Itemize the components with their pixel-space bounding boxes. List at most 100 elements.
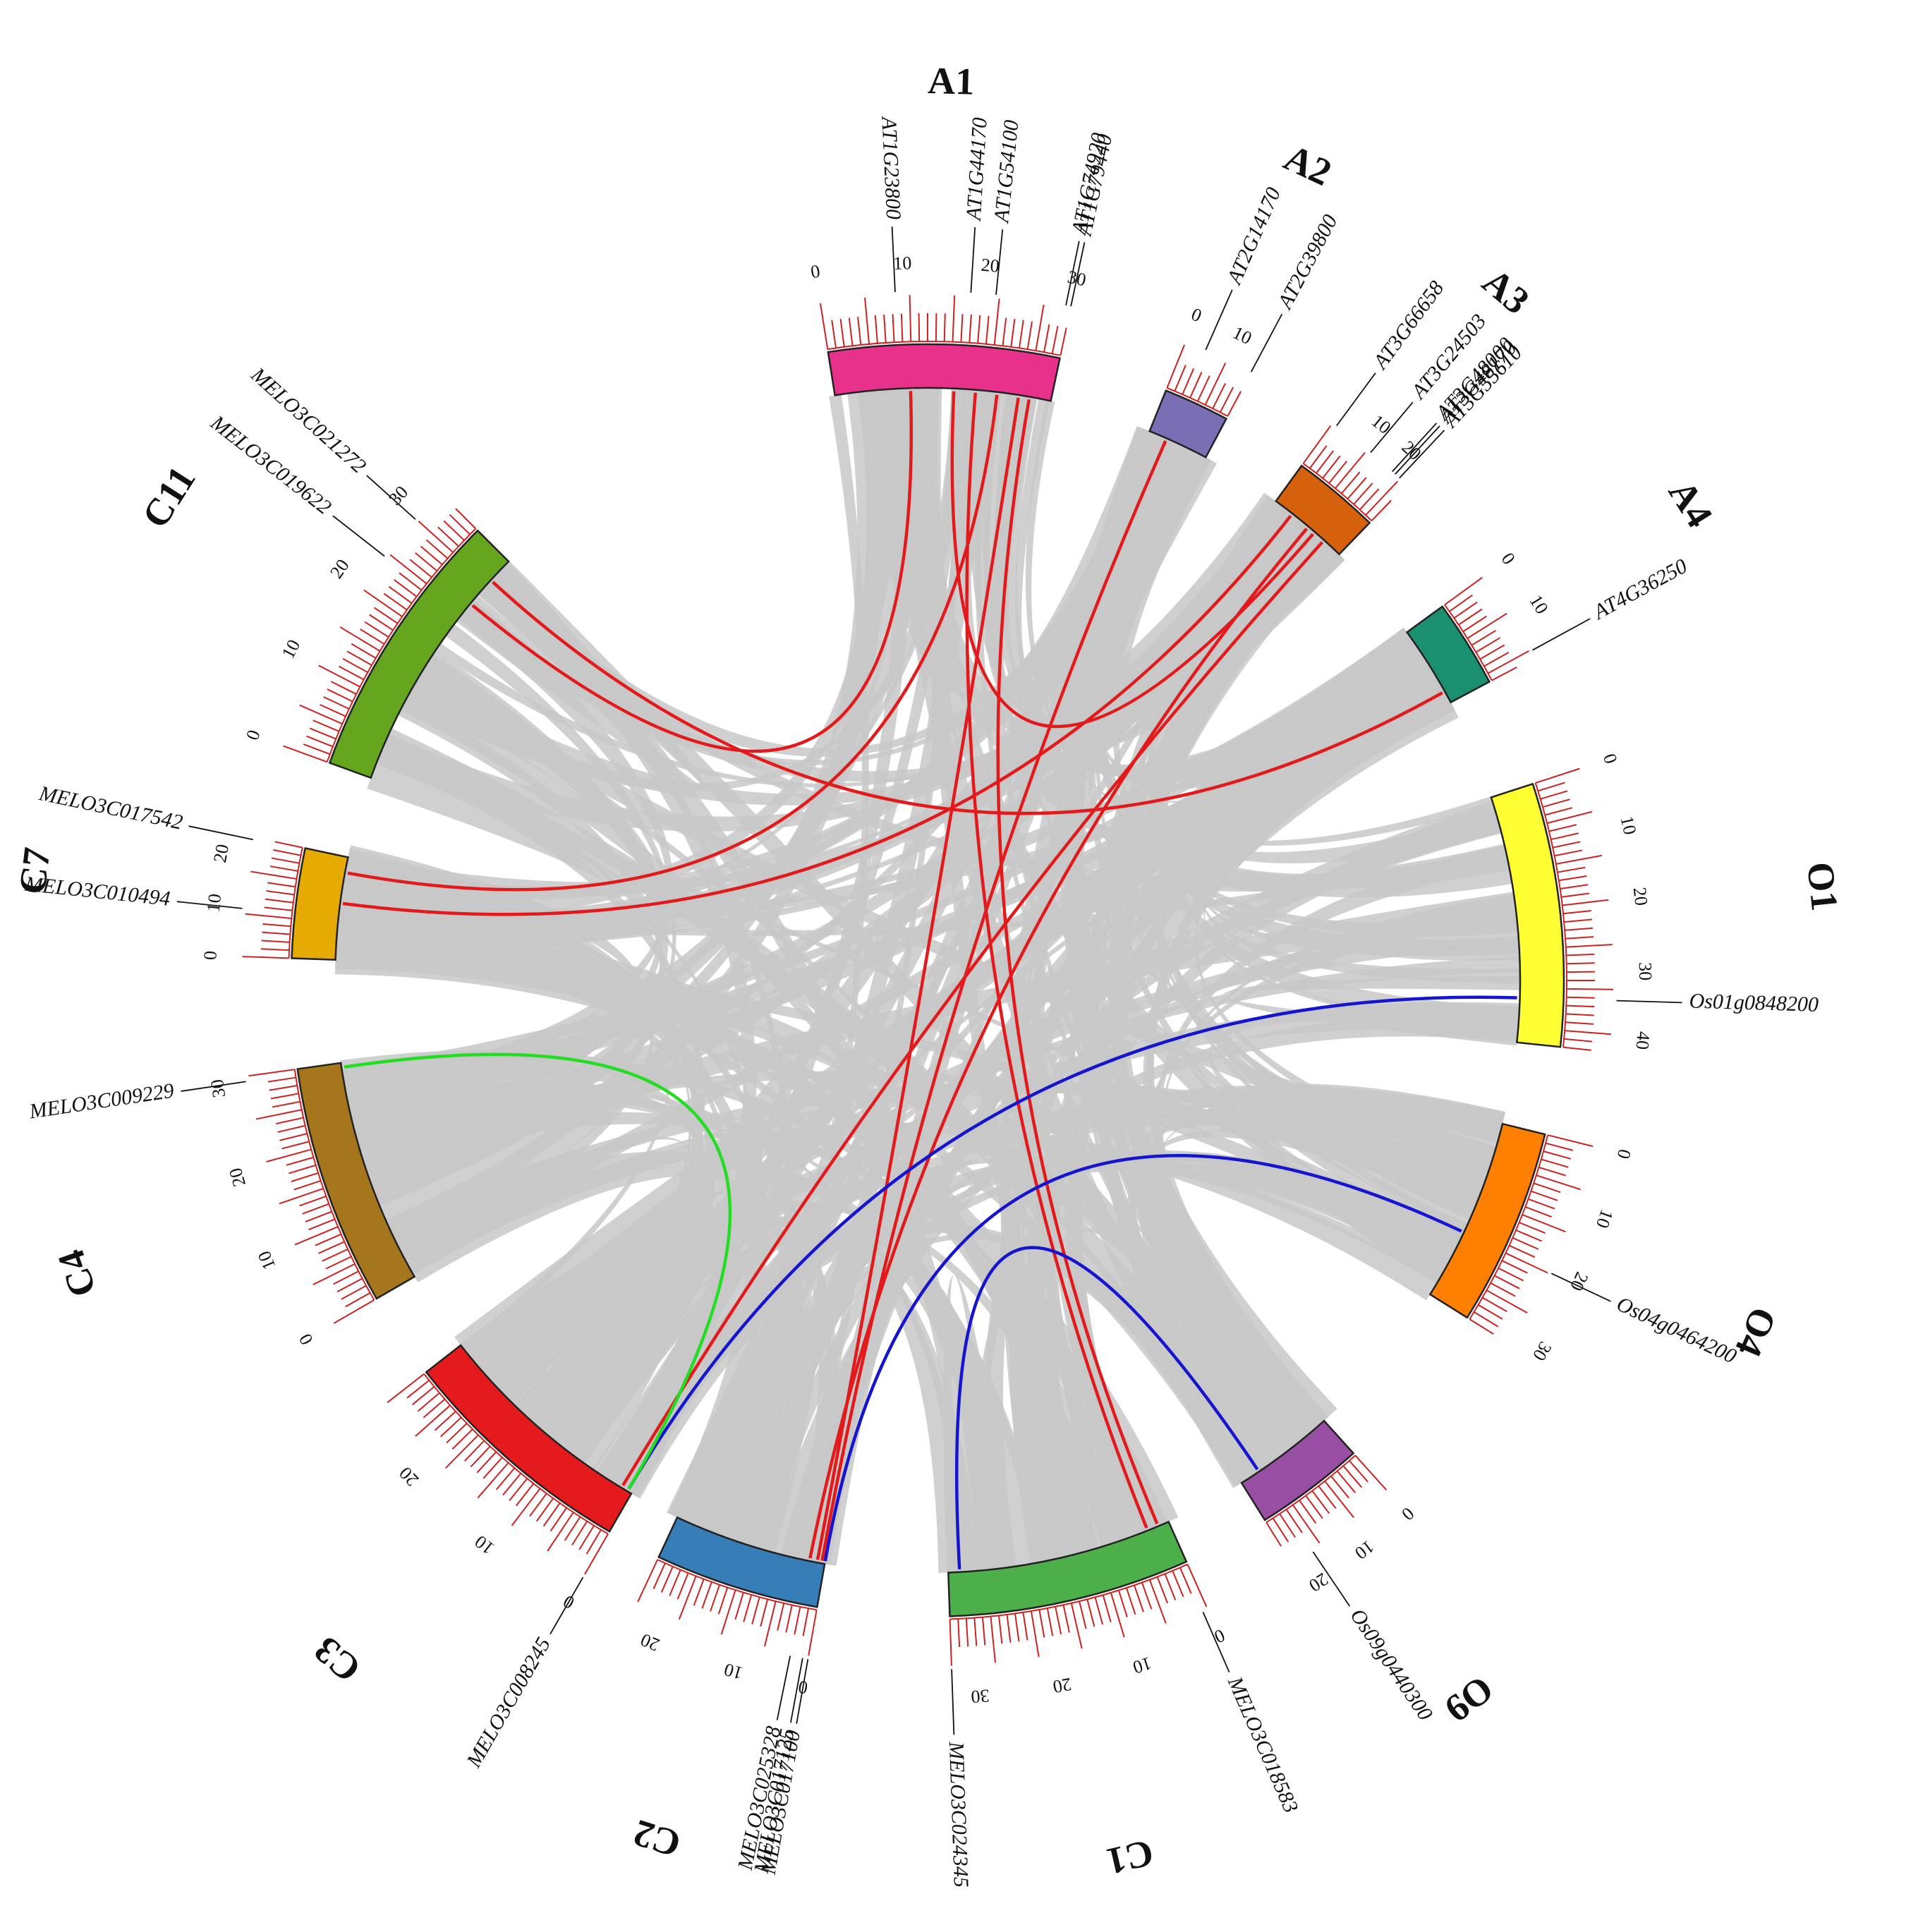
- tick-mark: [578, 1525, 595, 1550]
- tick-mark: [476, 1451, 497, 1474]
- tick-mark: [1305, 1495, 1323, 1519]
- tick-mark: [1204, 363, 1227, 406]
- tick-mark: [952, 295, 956, 342]
- tick-axis: [1469, 1134, 1549, 1320]
- tick-mark: [470, 1445, 491, 1468]
- tick-mark: [1491, 666, 1517, 681]
- tick-label: 20: [225, 1166, 250, 1189]
- tick-mark: [264, 906, 293, 911]
- tick-mark: [883, 314, 887, 344]
- tick-mark: [1542, 798, 1570, 808]
- tick-mark: [1566, 962, 1595, 965]
- tick-mark: [969, 314, 972, 344]
- gene-leader-line: [776, 1655, 791, 1720]
- tick-mark: [1531, 1190, 1558, 1201]
- tick-mark: [1512, 1237, 1539, 1250]
- tick-mark: [1566, 971, 1595, 973]
- tick-mark: [848, 317, 854, 346]
- synteny-ribbon: [738, 442, 1198, 1549]
- blue-link: [627, 995, 1517, 1490]
- gene-label: MELO3C018583: [1223, 1672, 1303, 1816]
- tick-mark: [369, 614, 394, 631]
- red-link: [471, 391, 913, 753]
- tick-mark: [1469, 1318, 1494, 1335]
- tick-mark: [1540, 790, 1568, 800]
- tick-mark: [1528, 1198, 1555, 1210]
- tick-mark: [1148, 1579, 1167, 1624]
- chromosome-label-c4: C4: [49, 1244, 104, 1302]
- tick-mark: [1565, 927, 1594, 931]
- chromosome-o1: [1490, 782, 1565, 1048]
- tick-mark: [299, 704, 343, 725]
- tick-mark: [299, 1195, 327, 1207]
- tick-mark: [420, 545, 443, 566]
- tick-mark: [1179, 1567, 1192, 1594]
- tick-mark: [1174, 365, 1186, 391]
- tick-mark: [330, 681, 357, 695]
- gene-leader-line: [790, 1658, 803, 1723]
- tick-mark: [1515, 1229, 1543, 1242]
- tick-axis: [293, 1069, 375, 1301]
- tick-mark: [444, 1434, 479, 1469]
- tick-mark: [564, 1516, 581, 1541]
- chromosome-a2: [1148, 389, 1228, 459]
- tick-mark: [1453, 601, 1478, 619]
- tick-label: 40: [1632, 1031, 1653, 1050]
- tick-mark: [1565, 944, 1613, 948]
- tick-mark: [1349, 1460, 1368, 1483]
- gene-leader-line: [1550, 1272, 1611, 1302]
- tick-label: 0: [1498, 549, 1519, 569]
- tick-mark: [652, 1562, 666, 1589]
- synteny-ribbon: [344, 534, 1333, 895]
- synteny-ribbon: [355, 654, 664, 1162]
- tick-mark: [1336, 1470, 1356, 1493]
- tick-mark: [1533, 1182, 1561, 1193]
- tick-mark: [1562, 899, 1609, 906]
- tick-mark: [1347, 477, 1367, 499]
- red-link: [808, 528, 1309, 1559]
- tick-mark: [584, 1533, 609, 1575]
- tick-mark: [1365, 480, 1399, 516]
- tick-label: 20: [1629, 886, 1652, 906]
- tick-axis: [326, 528, 477, 763]
- tick-mark: [446, 1423, 468, 1444]
- tick-mark: [271, 857, 300, 864]
- tick-mark: [1558, 875, 1587, 882]
- gene-leader-line: [1205, 289, 1233, 351]
- tick-mark: [585, 1529, 602, 1555]
- gene-leader-line: [1312, 1551, 1351, 1607]
- tick-mark: [693, 1579, 705, 1606]
- gene-label: Os04g0464200: [1613, 1292, 1740, 1368]
- tick-mark: [874, 315, 878, 344]
- tick-mark: [1285, 1509, 1303, 1533]
- tick-mark: [1562, 910, 1591, 915]
- tick-mark: [1172, 1570, 1184, 1598]
- tick-mark: [1353, 482, 1373, 505]
- tick-mark: [1330, 1476, 1349, 1499]
- tick-mark: [1509, 1244, 1536, 1258]
- tick-mark: [973, 1617, 978, 1646]
- gene-leader-line: [970, 227, 976, 293]
- tick-axis: [949, 1563, 1188, 1620]
- tick-mark: [1535, 767, 1580, 784]
- tick-mark: [451, 1428, 473, 1450]
- tick-mark: [717, 1587, 729, 1615]
- tick-mark: [345, 1292, 371, 1308]
- tick-mark: [415, 1404, 451, 1437]
- tick-mark: [248, 1069, 295, 1077]
- tick-mark: [1544, 807, 1573, 816]
- tick-axis: [1265, 1454, 1356, 1524]
- gene-leader-line: [366, 475, 416, 520]
- tick-mark: [990, 1616, 996, 1663]
- tick-mark: [1486, 1289, 1528, 1314]
- tick-label: 20: [981, 255, 1000, 277]
- chromosome-o9: [1240, 1419, 1355, 1521]
- synteny-ribbon: [344, 600, 674, 1110]
- tick-mark: [1055, 1606, 1062, 1635]
- tick-mark: [308, 1218, 335, 1231]
- tick-mark: [1566, 953, 1595, 956]
- gene-leader-line: [1202, 1612, 1230, 1673]
- red-link: [492, 581, 1443, 815]
- tick-mark: [511, 1488, 541, 1526]
- tick-mark: [1022, 1612, 1028, 1641]
